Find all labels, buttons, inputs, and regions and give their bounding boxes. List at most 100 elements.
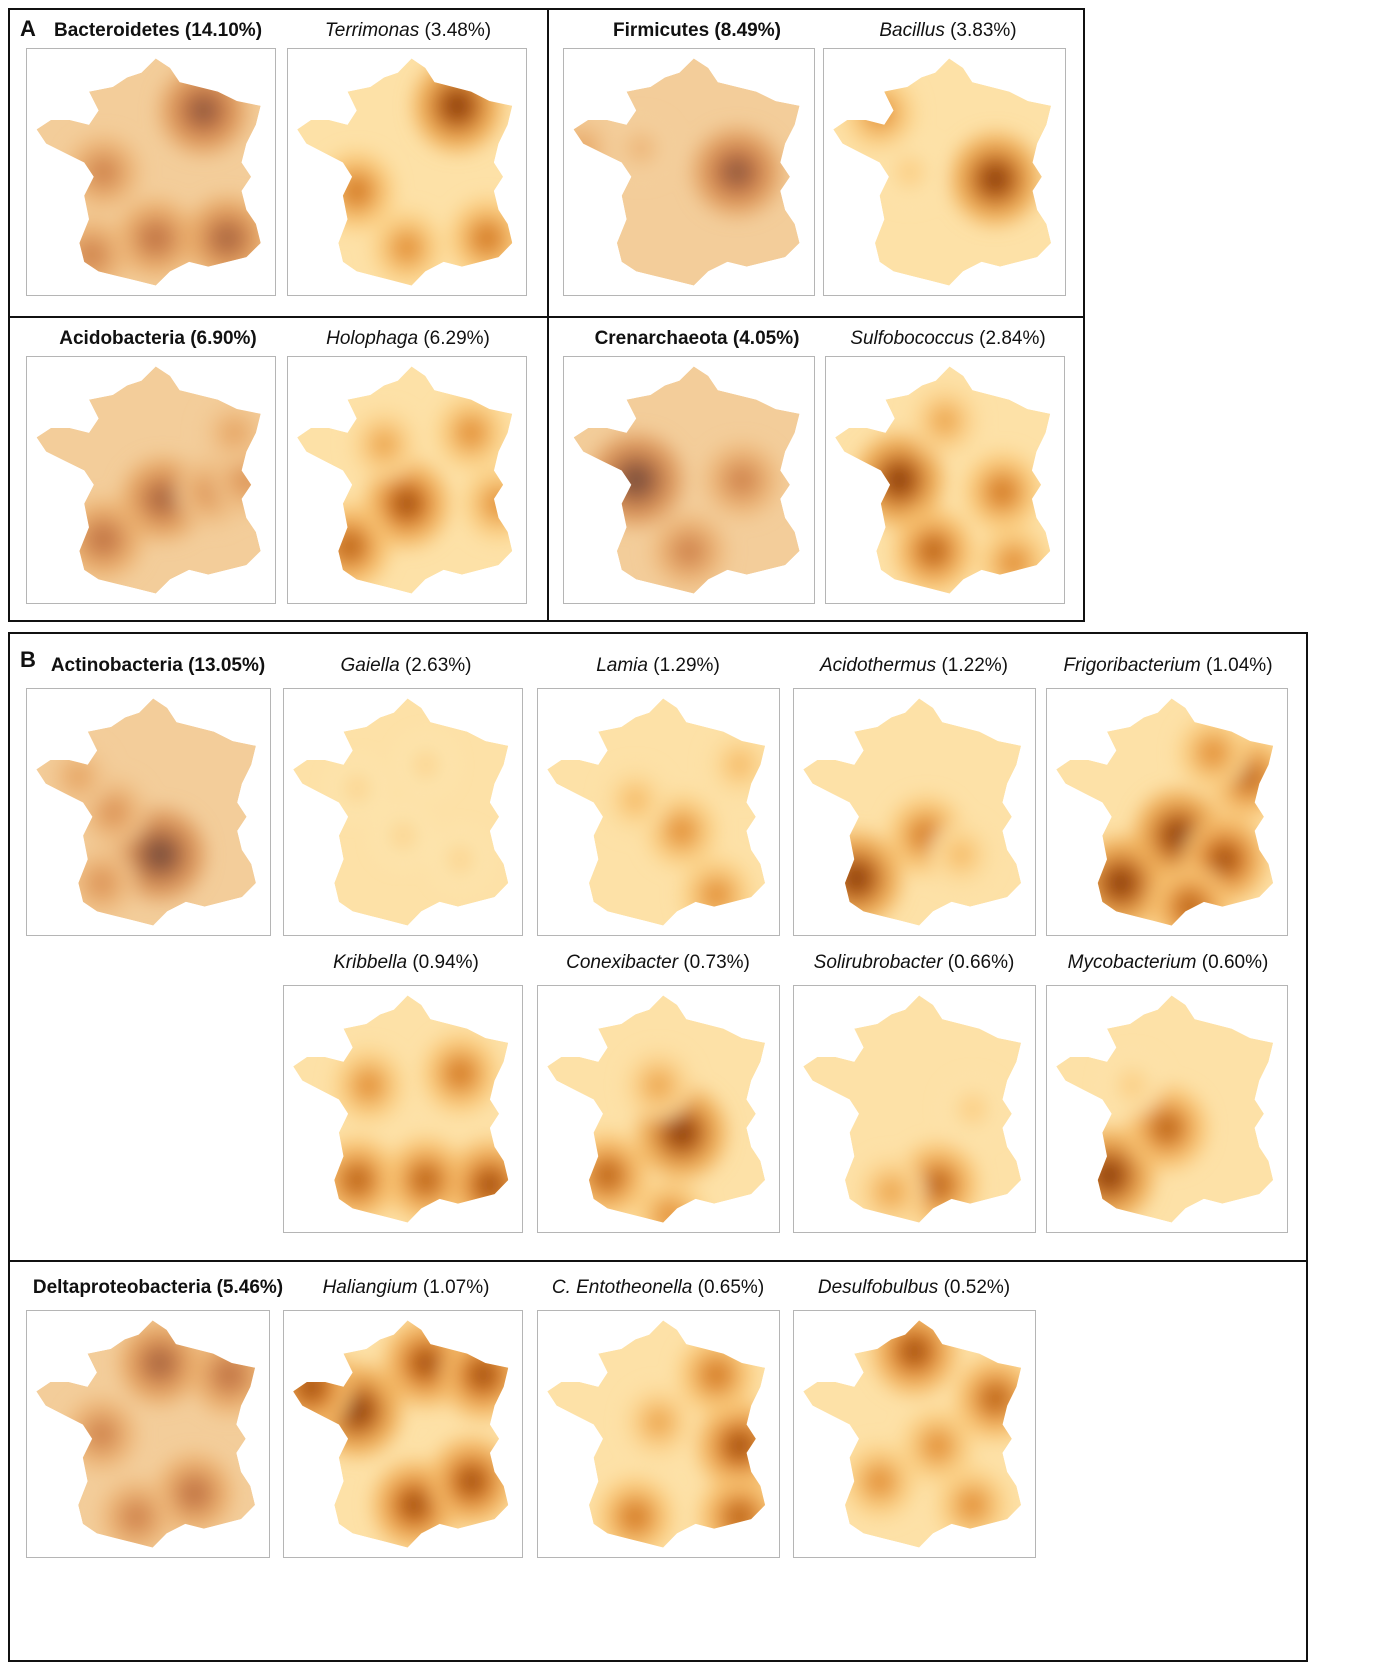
abundance-hotspot <box>926 1434 949 1458</box>
abundance-hotspot <box>147 1350 173 1376</box>
abundance-percent: (4.05%) <box>732 328 800 349</box>
abundance-percent: (14.10%) <box>184 20 263 41</box>
abundance-percent: (0.65%) <box>697 1277 765 1298</box>
map-caption-frigoribacterium: Frigoribacterium (1.04%) <box>1018 655 1318 677</box>
abundance-hotspot <box>625 790 646 811</box>
taxon-name: Acidothermus <box>820 655 937 676</box>
abundance-hotspot <box>921 538 946 564</box>
abundance-percent: (1.29%) <box>653 655 720 676</box>
abundance-hotspot <box>648 1074 669 1096</box>
taxon-name: Firmicutes <box>613 20 710 41</box>
map-caption-conexibacter: Conexibacter (0.73%) <box>508 952 808 974</box>
abundance-hotspot <box>901 1337 928 1365</box>
abundance-hotspot <box>460 421 483 445</box>
abundance-percent: (5.46%) <box>216 1277 284 1298</box>
abundance-hotspot <box>68 766 89 787</box>
france-map-deltaproteobacteria <box>26 1310 270 1558</box>
panel-a-vertical-divider <box>547 8 549 622</box>
abundance-hotspot <box>595 1162 621 1189</box>
abundance-hotspot <box>704 1362 729 1387</box>
abundance-hotspot <box>146 840 175 869</box>
abundance-hotspot <box>393 490 421 518</box>
abundance-percent: (3.48%) <box>424 20 492 41</box>
france-map-lamia <box>537 688 780 936</box>
map-caption-sulfobococcus: Sulfobococcus (2.84%) <box>798 328 1098 350</box>
abundance-percent: (1.07%) <box>422 1277 490 1298</box>
abundance-hotspot <box>451 850 469 869</box>
abundance-hotspot <box>125 1505 148 1529</box>
abundance-percent: (0.73%) <box>683 952 750 973</box>
france-map-acidobacteria <box>26 356 276 604</box>
map-caption-acidothermus: Acidothermus (1.22%) <box>764 655 1064 677</box>
abundance-hotspot <box>217 1362 242 1387</box>
abundance-percent: (8.49%) <box>714 20 781 41</box>
abundance-hotspot <box>842 864 871 893</box>
abundance-hotspot <box>631 139 651 158</box>
abundance-hotspot <box>443 91 472 120</box>
abundance-hotspot <box>90 1422 113 1446</box>
france-map-frigoribacterium <box>1046 688 1288 936</box>
abundance-hotspot <box>1177 893 1203 920</box>
abundance-hotspot <box>723 158 751 186</box>
abundance-hotspot <box>373 433 395 456</box>
panel-a <box>8 8 1085 622</box>
france-map-haliangium <box>283 1310 523 1558</box>
map-caption-lamia: Lamia (1.29%) <box>508 655 808 677</box>
abundance-hotspot <box>348 779 366 798</box>
abundance-percent: (1.22%) <box>941 655 1008 676</box>
abundance-hotspot <box>670 819 693 843</box>
abundance-hotspot <box>951 844 971 865</box>
france-map-conexibacter <box>537 985 780 1233</box>
map-caption-acidobacteria: Acidobacteria (6.90%) <box>8 328 308 350</box>
france-map-bacteroidetes <box>26 48 276 296</box>
abundance-hotspot <box>91 527 116 552</box>
france-map-sulfobococcus <box>825 356 1065 604</box>
map-caption-haliangium: Haliangium (1.07%) <box>256 1277 556 1299</box>
abundance-hotspot <box>729 754 750 775</box>
abundance-hotspot <box>880 1181 902 1203</box>
panel-letter-b: B <box>20 647 36 672</box>
abundance-hotspot <box>961 1493 984 1517</box>
abundance-hotspot <box>458 1467 485 1495</box>
france-map-holophaga <box>287 356 527 604</box>
map-caption-holophaga: Holophaga (6.29%) <box>258 328 558 350</box>
abundance-percent: (0.52%) <box>943 1277 1011 1298</box>
abundance-hotspot <box>412 1349 439 1377</box>
abundance-hotspot <box>182 1481 207 1506</box>
abundance-hotspot <box>1164 821 1193 850</box>
taxon-name: Sulfobococcus <box>850 328 974 349</box>
abundance-hotspot <box>868 1469 891 1493</box>
taxon-name: Bacteroidetes <box>53 20 180 41</box>
abundance-hotspot <box>396 236 418 260</box>
taxon-name: Conexibacter <box>566 952 679 973</box>
abundance-hotspot <box>573 138 591 159</box>
abundance-hotspot <box>91 872 113 894</box>
france-outline <box>573 366 800 594</box>
abundance-hotspot <box>726 1432 753 1460</box>
abundance-hotspot <box>476 1171 504 1199</box>
france-map-solirubrobacter <box>793 985 1036 1233</box>
abundance-hotspot <box>990 479 1014 504</box>
abundance-hotspot <box>413 1167 439 1193</box>
abundance-hotspot <box>214 225 241 252</box>
taxon-name: Lamia <box>596 655 648 676</box>
abundance-hotspot <box>667 1118 696 1147</box>
map-caption-actinobacteria: Actinobacteria (13.05%) <box>8 655 308 677</box>
abundance-hotspot <box>730 468 754 492</box>
abundance-hotspot <box>983 1385 1009 1412</box>
panel-a-horizontal-divider <box>8 316 1085 318</box>
abundance-hotspot <box>235 469 258 491</box>
abundance-hotspot <box>475 226 499 251</box>
map-caption-solirubrobacter: Solirubrobacter (0.66%) <box>764 952 1064 974</box>
abundance-hotspot <box>1154 1115 1180 1141</box>
abundance-hotspot <box>394 826 412 845</box>
taxon-name: Solirubrobacter <box>813 952 943 973</box>
taxon-name: Deltaproteobacteria <box>32 1277 212 1298</box>
france-map-kribbella <box>283 985 523 1233</box>
taxon-name: Gaiella <box>340 655 400 676</box>
taxon-name: Desulfobulbus <box>817 1277 939 1298</box>
taxon-name: Haliangium <box>322 1277 418 1298</box>
abundance-hotspot <box>900 162 919 182</box>
abundance-hotspot <box>1107 868 1135 898</box>
map-caption-deltaproteobacteria: Deltaproteobacteria (5.46%) <box>8 1277 308 1299</box>
